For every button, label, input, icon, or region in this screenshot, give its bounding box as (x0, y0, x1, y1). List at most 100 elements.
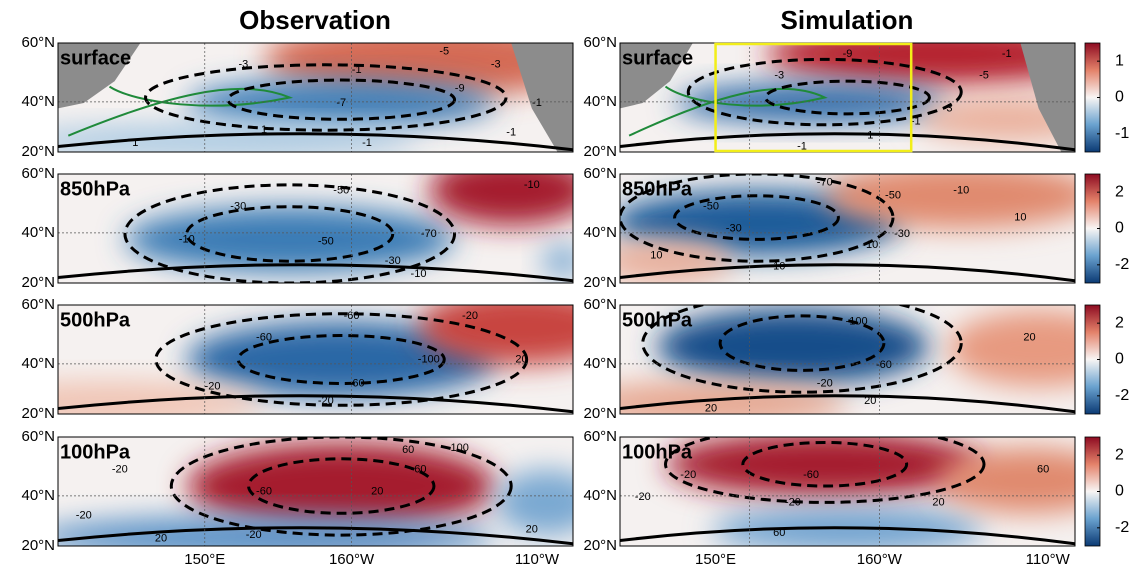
lat-label: 60°N (583, 428, 617, 445)
lat-label: 20°N (21, 405, 55, 422)
contour-label: 60 (773, 527, 785, 539)
contour-label: -50 (885, 190, 901, 202)
contour-label: 20 (864, 395, 876, 407)
contour-label: -70 (421, 228, 437, 240)
panel-frame (57, 42, 574, 153)
level-label: 100hPa (60, 441, 131, 463)
lat-label: 40°N (583, 355, 617, 372)
contour-label: -100 (846, 315, 868, 327)
lat-label: 40°N (583, 487, 617, 504)
contour-label: -10 (179, 233, 195, 245)
anomaly-shading (947, 310, 1075, 387)
anomaly-shading (620, 190, 903, 256)
contour-line (620, 174, 895, 263)
lat-label: 60°N (583, 34, 617, 51)
level-label: surface (60, 47, 131, 69)
contour-label: -7 (336, 97, 346, 109)
contour-line (620, 263, 1075, 283)
highlight-box (714, 42, 913, 153)
level-label: 500hPa (622, 309, 693, 331)
contour-label: -20 (112, 464, 128, 476)
contour-label: -9 (455, 83, 465, 95)
contour-label: 20 (526, 524, 538, 536)
contour-line (247, 457, 436, 515)
contour-label: -20 (246, 529, 262, 541)
contour-line (58, 132, 573, 152)
panel-content: -100 -60 -20 20 20 20 500hPa (620, 305, 1075, 414)
contour-label: 20 (515, 353, 527, 365)
land (620, 43, 693, 109)
lat-label: 20°N (583, 274, 617, 291)
contour-line (620, 132, 1075, 152)
contour-label: 10 (773, 261, 785, 273)
panel-content: -60 -60 -20 -100 -60 -20 -20 20 500hPa (58, 305, 573, 414)
contour-label: -20 (462, 310, 478, 322)
level-label: 500hPa (60, 309, 131, 331)
level-label: 850hPa (622, 178, 693, 200)
contour-label: -1 (532, 97, 542, 109)
contour-label: -60 (876, 359, 892, 371)
contour-line (641, 305, 963, 394)
panel-frame (619, 436, 1076, 547)
colorbar-tick-label: 2 (1115, 183, 1124, 200)
contour-line (58, 394, 573, 414)
contour-label: -60 (344, 310, 360, 322)
colorbar-tick-label: 0 (1115, 351, 1124, 368)
anomaly-shading (495, 469, 573, 536)
anomaly-shading (124, 206, 455, 273)
contour-label: -30 (726, 222, 742, 234)
contour-label: -1 (506, 126, 516, 138)
contour-line (764, 79, 931, 116)
lat-label: 60°N (583, 165, 617, 182)
land (58, 43, 141, 109)
contour-label: -20 (318, 395, 334, 407)
contour-label: -60 (256, 485, 272, 497)
land (511, 43, 573, 152)
contour-label: 1 (867, 130, 873, 142)
anomaly-shading (58, 381, 264, 414)
colorbar-tick-label: -2 (1115, 519, 1129, 536)
column-title: Observation (239, 5, 391, 35)
anomaly-shading (915, 97, 1075, 142)
contour-label: -30 (894, 228, 910, 240)
map-panel: -3 -5 -1 -7 -9 -3 -1 1 1 -1 -1 surface (57, 42, 574, 153)
level-label: 850hPa (60, 178, 131, 200)
anomaly-shading (542, 244, 573, 278)
lon-label: 150°E (184, 551, 225, 568)
contour-label: -9 (843, 48, 853, 60)
anomaly-shading (186, 442, 496, 530)
colorbar-tick-label: -2 (1115, 387, 1129, 404)
contour-label: 20 (705, 402, 717, 414)
contour-label: 20 (932, 496, 944, 508)
map-panel: -3 -9 -5 -3 -1 1 -1 -1 surface (619, 42, 1076, 153)
green-contour (67, 85, 294, 137)
colorbar-tick-label: 1 (1115, 52, 1124, 69)
contour-label: -1 (1002, 48, 1012, 60)
lat-label: 20°N (583, 405, 617, 422)
colorbar-tick-label: -1 (1115, 125, 1129, 142)
contour-label: 1 (132, 137, 138, 149)
contour-label: 60 (402, 444, 414, 456)
colorbar-tick-label: 2 (1115, 314, 1124, 331)
contour-line (718, 314, 886, 372)
colorbar-tick-label: 0 (1115, 89, 1124, 106)
contour-line (154, 312, 529, 407)
lat-label: 60°N (21, 296, 55, 313)
lat-label: 40°N (21, 93, 55, 110)
contour-label: -1 (911, 115, 921, 127)
contour-line (620, 526, 1075, 546)
anomaly-shading (665, 437, 984, 497)
contour-line (620, 394, 1075, 414)
contour-label: -10 (411, 268, 427, 280)
contour-label: -50 (318, 235, 334, 247)
anomaly-shading (938, 447, 1075, 514)
anomaly-shading (765, 43, 1075, 85)
contour-label: -30 (385, 255, 401, 267)
contour-label: -1 (797, 140, 807, 152)
land (1020, 43, 1075, 152)
contour-label: -3 (239, 59, 249, 71)
contour-label: 20 (1023, 332, 1035, 344)
panel-content: -30 -50 -10 -50 -70 -30 -10 -10 850hPa (58, 174, 573, 283)
contour-line (169, 437, 513, 537)
